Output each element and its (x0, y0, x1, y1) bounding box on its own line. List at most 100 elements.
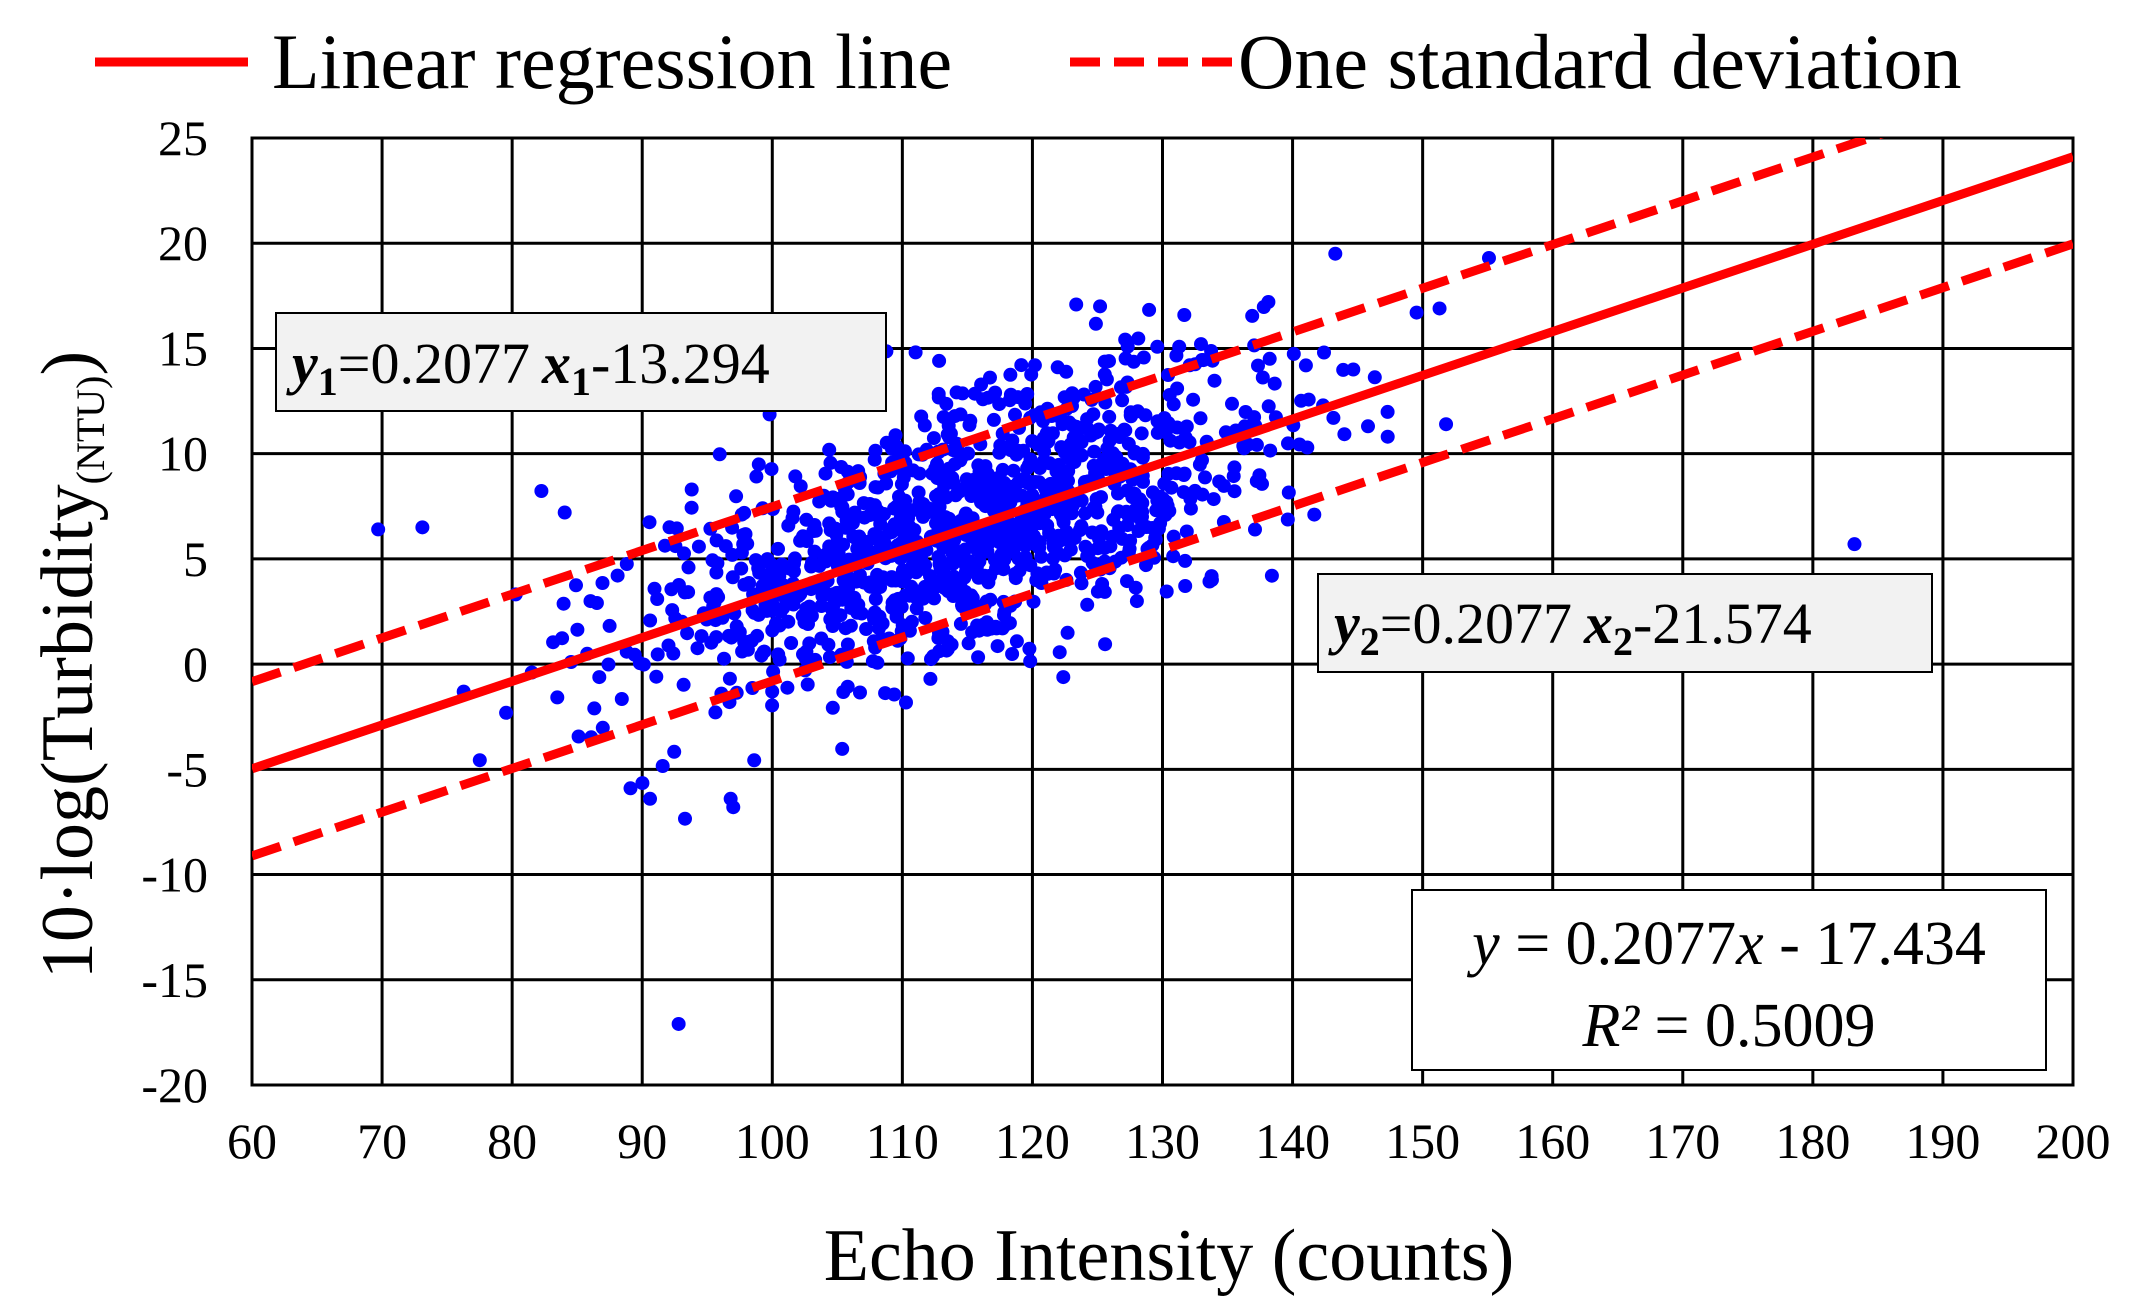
scatter-point (1008, 407, 1022, 422)
scatter-point (759, 572, 774, 587)
annotation-lower-line: y2=0.2077 x2-21.574 (1317, 573, 1933, 673)
scatter-point (931, 549, 946, 564)
scatter-point (1186, 392, 1201, 407)
scatter-point (771, 541, 785, 556)
scatter-point (1328, 246, 1343, 261)
annotation-lower-text: y2=0.2077 x2-21.574 (1328, 591, 1812, 664)
scatter-point (571, 729, 586, 744)
scatter-point (1178, 553, 1193, 568)
scatter-point (823, 455, 838, 470)
scatter-point (1088, 379, 1103, 394)
scatter-point (1000, 526, 1015, 541)
scatter-point (893, 510, 908, 525)
scatter-point (1346, 362, 1361, 377)
scatter-point (1193, 411, 1208, 426)
scatter-point (1166, 529, 1181, 544)
scatter-point (1023, 654, 1038, 669)
scatter-point (1057, 445, 1072, 460)
scatter-point (747, 753, 762, 768)
r2-tail: = 0.5009 (1639, 992, 1875, 1060)
scatter-point (1003, 367, 1018, 382)
scatter-point (1067, 495, 1081, 510)
scatter-point (717, 651, 731, 666)
annotation-lower-xsub: 2 (1613, 619, 1633, 664)
scatter-point (825, 700, 840, 715)
scatter-point (927, 591, 942, 606)
scatter-point (951, 545, 966, 560)
scatter-point (979, 493, 994, 508)
scatter-point (1040, 435, 1055, 450)
scatter-point (1307, 507, 1322, 522)
scatter-point (1088, 316, 1103, 331)
scatter-point (1150, 339, 1165, 354)
y-tick-label: 5 (183, 531, 208, 587)
scatter-point (953, 453, 968, 468)
scatter-point (1163, 433, 1178, 448)
scatter-point (592, 670, 607, 685)
scatter-point-outlier (1204, 572, 1219, 587)
scatter-point (997, 605, 1012, 620)
scatter-point (961, 636, 976, 651)
scatter-point (595, 576, 610, 590)
scatter-point (1252, 468, 1267, 483)
scatter-point-outlier (623, 781, 638, 796)
annotation-upper-ysub: 1 (318, 359, 338, 404)
scatter-point (1150, 414, 1165, 429)
scatter-point (875, 616, 890, 631)
scatter-point (992, 397, 1007, 412)
scatter-point (635, 776, 650, 791)
scatter-point (1227, 460, 1242, 475)
scatter-point (1139, 558, 1153, 573)
scatter-point (1179, 524, 1194, 539)
scatter-point (822, 650, 837, 665)
scatter-point (1103, 423, 1118, 438)
scatter-point (894, 477, 909, 492)
annotation-lower-ysub: 2 (1360, 619, 1380, 664)
scatter-point (1162, 388, 1177, 402)
scatter-point (912, 466, 927, 481)
scatter-point (1262, 351, 1277, 366)
y-axis-title-close: ) (27, 351, 109, 376)
y-axis-title-sub: (NTU) (68, 376, 113, 485)
scatter-point (849, 574, 864, 589)
scatter-point (1120, 483, 1134, 498)
annotation-upper-text: y1=0.2077 x1-13.294 (286, 331, 770, 404)
scatter-point (982, 533, 997, 548)
scatter-point (1008, 566, 1023, 581)
scatter-point (829, 527, 844, 542)
scatter-point (1153, 516, 1168, 531)
scatter-point (926, 431, 941, 446)
scatter-point (534, 484, 549, 498)
scatter-point (614, 692, 629, 706)
scatter-point (1046, 566, 1061, 581)
scatter-point (729, 489, 744, 504)
scatter-point (760, 552, 775, 567)
scatter-point (1380, 429, 1395, 444)
scatter-point (1074, 519, 1089, 534)
scatter-point (1194, 337, 1208, 352)
scatter-point (851, 538, 866, 553)
scatter-point (1326, 410, 1341, 425)
scatter-point (1317, 345, 1331, 360)
y-tick-label: 20 (158, 215, 208, 271)
scatter-point (971, 650, 986, 665)
scatter-point (837, 488, 852, 503)
scatter-point (1118, 332, 1133, 347)
scatter-point (738, 527, 753, 542)
scatter-point (643, 613, 658, 628)
scatter-point (834, 460, 849, 474)
scatter-point (1142, 302, 1157, 317)
annotation-upper-xvar: x (541, 331, 571, 396)
annotation-upper-box (275, 312, 887, 412)
scatter-point (1003, 387, 1018, 402)
y-tick-label: -10 (141, 847, 208, 903)
scatter-point (870, 529, 885, 544)
x-tick-label: 130 (1125, 1113, 1200, 1169)
scatter-point (658, 538, 672, 553)
scatter-point (1115, 393, 1130, 408)
y-tick-label: -20 (141, 1057, 208, 1113)
scatter-point (802, 599, 817, 614)
scatter-point (830, 555, 845, 570)
scatter-point (1003, 479, 1018, 494)
scatter-point-outlier (726, 800, 741, 815)
